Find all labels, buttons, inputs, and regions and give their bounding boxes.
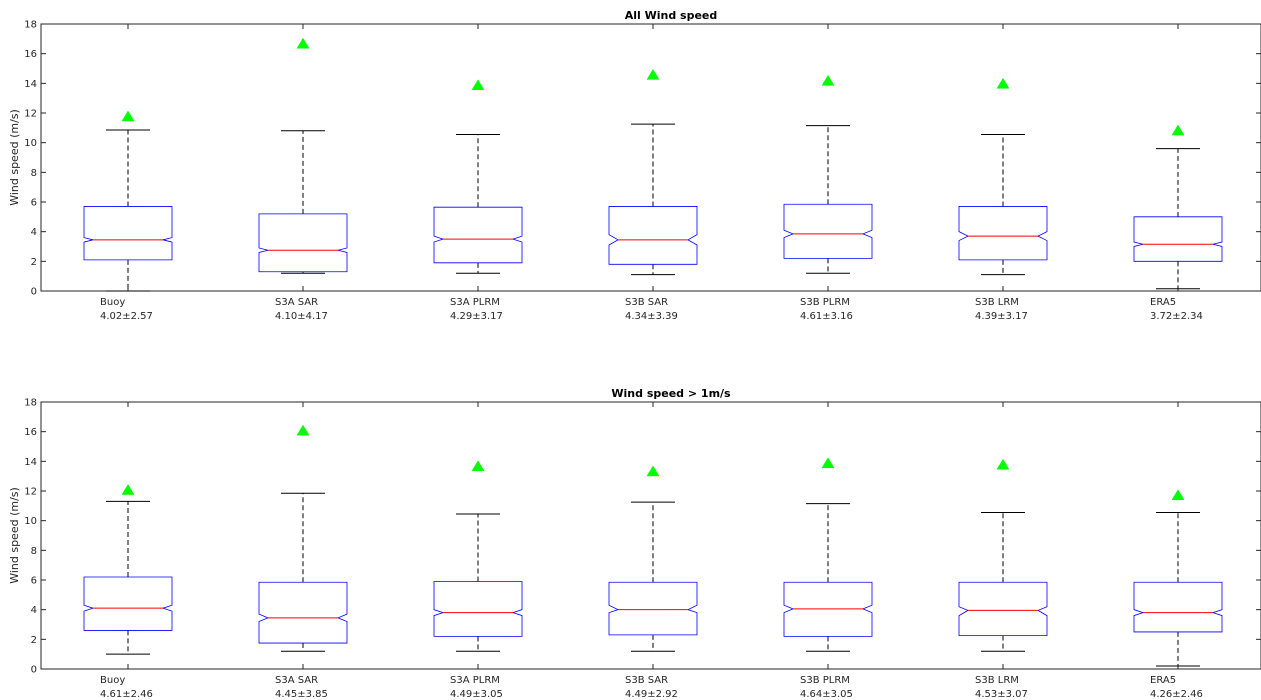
y-tick-label: 18	[24, 398, 37, 409]
max-marker	[821, 74, 835, 86]
box	[433, 206, 523, 264]
y-tick-label: 10	[24, 138, 37, 149]
x-stats-label: 4.61±3.16	[800, 311, 853, 322]
chart-panel-2: Wind speed > 1m/s Wind speed (m/s) 0 2 4 6 8 10…	[8, 387, 1261, 700]
plot-frame	[40, 401, 1261, 670]
y-tick-label: 12	[24, 487, 37, 498]
x-stats-label: 4.53±3.07	[975, 689, 1028, 700]
x-tick-label: ERA5	[1150, 675, 1176, 686]
max-marker	[821, 457, 835, 469]
x-tick-label: S3A SAR	[275, 297, 318, 308]
x-tick-label: Buoy	[100, 675, 125, 686]
x-stats-label: 4.64±3.05	[800, 689, 853, 700]
x-stats-label: 4.26±2.46	[1150, 689, 1203, 700]
box	[608, 206, 698, 265]
y-axis-label: Wind speed (m/s)	[8, 487, 21, 584]
y-tick-label: 2	[31, 635, 37, 646]
x-tick-label: S3B SAR	[625, 297, 668, 308]
x-stats-label: 4.34±3.39	[625, 311, 678, 322]
y-tick-label: 14	[24, 79, 37, 90]
chart-title: All Wind speed	[625, 9, 718, 22]
x-tick-label: S3A PLRM	[450, 675, 500, 686]
x-stats-label: 3.72±2.34	[1150, 311, 1203, 322]
max-marker	[121, 110, 135, 122]
box	[83, 206, 173, 261]
x-tick-label: S3B PLRM	[800, 675, 850, 686]
x-stats-label: 4.45±3.85	[275, 689, 328, 700]
y-tick-label: 6	[31, 576, 37, 587]
x-stats-label: 4.61±2.46	[100, 689, 153, 700]
box	[958, 206, 1048, 261]
y-tick-label: 18	[24, 20, 37, 31]
box	[608, 581, 698, 636]
x-stats-label: 4.49±3.05	[450, 689, 503, 700]
box	[783, 581, 873, 637]
chart-panel-1: All Wind speed Wind speed (m/s) 0 2 4 6 8 10 12 1…	[8, 9, 1261, 322]
y-axis-label: Wind speed (m/s)	[8, 109, 21, 206]
y-tick-label: 4	[31, 605, 37, 616]
x-tick-label: S3B SAR	[625, 675, 668, 686]
max-marker	[296, 37, 310, 49]
x-stats-label: 4.02±2.57	[100, 311, 153, 322]
max-marker	[1171, 124, 1185, 136]
max-marker	[471, 79, 485, 91]
y-tick-label: 16	[24, 427, 37, 438]
y-tick-label: 8	[31, 168, 37, 179]
y-tick-label: 10	[24, 516, 37, 527]
box	[1133, 216, 1223, 262]
max-marker	[996, 77, 1010, 89]
y-tick-label: 14	[24, 457, 37, 468]
box	[433, 581, 523, 637]
box	[258, 581, 348, 644]
max-marker	[996, 458, 1010, 470]
x-stats-label: 4.49±2.92	[625, 689, 678, 700]
x-tick-label: S3B LRM	[975, 297, 1019, 308]
max-marker	[1171, 489, 1185, 500]
chart-title: Wind speed > 1m/s	[611, 387, 731, 400]
x-stats-label: 4.39±3.17	[975, 311, 1028, 322]
y-tick-label: 16	[24, 49, 37, 60]
box	[83, 576, 173, 631]
max-marker	[646, 68, 660, 80]
y-tick-label: 2	[31, 257, 37, 268]
x-tick-label: S3A SAR	[275, 675, 318, 686]
x-tick-label: S3B PLRM	[800, 297, 850, 308]
x-tick-label: S3B LRM	[975, 675, 1019, 686]
box	[958, 581, 1048, 637]
box	[258, 213, 348, 273]
x-stats-label: 4.10±4.17	[275, 311, 328, 322]
x-tick-label: ERA5	[1150, 297, 1176, 308]
max-marker	[121, 484, 135, 495]
y-tick-label: 0	[31, 665, 37, 676]
x-stats-label: 4.29±3.17	[450, 311, 503, 322]
max-marker	[471, 460, 485, 472]
y-tick-label: 6	[31, 198, 37, 209]
box	[783, 203, 873, 259]
box	[1133, 581, 1223, 633]
plot-frame	[40, 23, 1261, 292]
max-marker	[296, 424, 310, 436]
y-tick-label: 0	[31, 287, 37, 298]
y-tick-label: 4	[31, 227, 37, 238]
x-tick-label: Buoy	[100, 297, 125, 308]
max-marker	[646, 465, 660, 477]
x-tick-label: S3A PLRM	[450, 297, 500, 308]
y-tick-label: 12	[24, 109, 37, 120]
y-tick-label: 8	[31, 546, 37, 557]
